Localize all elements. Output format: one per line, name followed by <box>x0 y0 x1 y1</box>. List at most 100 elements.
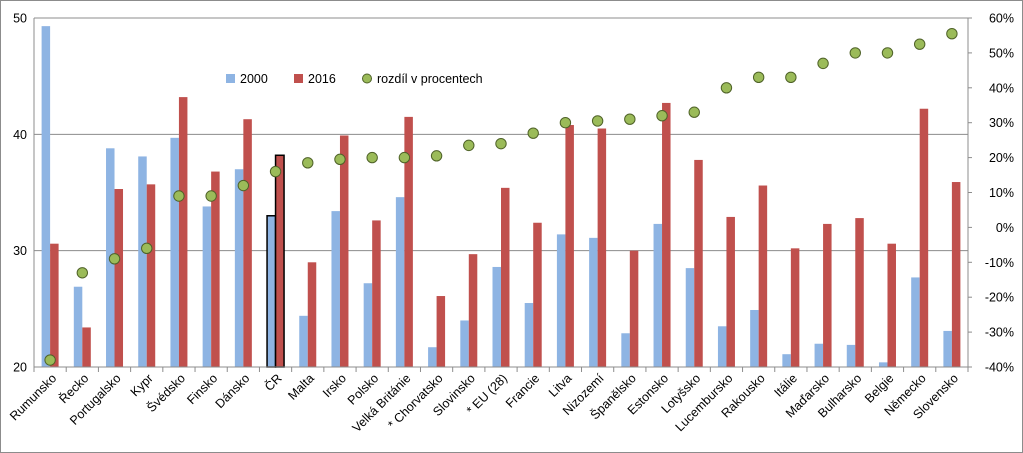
difference-marker <box>141 242 153 255</box>
difference-marker <box>237 179 250 192</box>
bar-2016 <box>468 254 478 367</box>
bar-2016 <box>919 108 929 368</box>
y-right-tick-label: 20% <box>989 151 1014 165</box>
bar-2016 <box>178 97 188 368</box>
bar-2016 <box>339 135 349 367</box>
bar-2016 <box>790 248 800 367</box>
difference-marker <box>752 71 765 84</box>
bar-2016 <box>50 243 59 367</box>
difference-marker <box>430 150 443 162</box>
difference-marker <box>913 38 926 50</box>
bar-2016 <box>597 128 607 367</box>
difference-marker <box>624 113 636 125</box>
bar-2000 <box>234 169 244 367</box>
category-label: Itálie <box>771 371 800 400</box>
bar-2016 <box>565 125 574 367</box>
legend-swatch-2000 <box>226 74 235 83</box>
bar-2016 <box>726 216 735 367</box>
bar-2000 <box>878 362 888 367</box>
y-right-tick-label: 60% <box>989 12 1014 26</box>
difference-marker <box>946 28 958 40</box>
bar-2016 <box>758 185 768 367</box>
legend-marker-difference <box>362 73 372 84</box>
bar-2000 <box>621 333 630 367</box>
difference-marker <box>688 106 700 118</box>
bar-2016 <box>887 243 896 367</box>
category-label: Litva <box>546 371 575 400</box>
difference-marker <box>881 47 894 59</box>
legend-label-2000: 2000 <box>240 72 268 86</box>
bar-2016 <box>82 327 91 367</box>
bar-2000 <box>266 215 277 368</box>
difference-marker <box>205 190 217 202</box>
difference-marker <box>463 139 475 152</box>
y-right-tick-label: 0% <box>996 221 1014 235</box>
bar-2016 <box>307 262 317 367</box>
category-label: ČR <box>261 371 284 394</box>
bar-2000 <box>202 206 212 367</box>
difference-marker <box>527 127 539 139</box>
y-right-tick-label: 10% <box>989 186 1014 200</box>
category-label: Dánsko <box>213 371 253 411</box>
category-label: Irsko <box>320 371 349 400</box>
difference-marker <box>44 354 56 366</box>
y-right-tick-label: -20% <box>985 291 1014 305</box>
bar-2000 <box>589 237 598 367</box>
difference-marker <box>559 117 572 129</box>
bar-2016 <box>146 184 156 367</box>
bar-2016 <box>501 187 510 367</box>
bar-2000 <box>750 309 759 367</box>
difference-marker <box>656 110 668 122</box>
difference-marker <box>366 151 378 164</box>
bar-2016 <box>211 171 220 367</box>
bar-2016 <box>855 218 864 367</box>
bar-2000 <box>653 223 663 367</box>
difference-marker <box>269 165 282 178</box>
y-right-tick-label: 50% <box>989 46 1014 60</box>
y-right-tick-label: 30% <box>989 116 1014 130</box>
y-left-tick-label: 50 <box>13 12 27 26</box>
difference-markers-group <box>44 28 958 366</box>
category-label: Francie <box>503 371 542 410</box>
legend-label-2016: 2016 <box>308 72 336 86</box>
bar-2000 <box>299 315 308 367</box>
y-left-tick-label: 40 <box>13 128 27 142</box>
bar-2016 <box>404 116 413 367</box>
y-right-tick-label: -30% <box>985 326 1014 340</box>
difference-marker <box>76 267 89 279</box>
bar-2016 <box>823 223 832 367</box>
difference-marker <box>173 190 185 202</box>
bar-2000 <box>331 211 340 367</box>
bar-2000 <box>460 320 469 367</box>
difference-marker <box>108 253 121 265</box>
difference-marker <box>720 82 733 94</box>
difference-marker <box>591 115 604 127</box>
y-left-tick-label: 20 <box>13 361 27 375</box>
difference-marker <box>495 137 507 150</box>
bar-2000 <box>428 347 437 367</box>
bar-2016 <box>533 222 542 367</box>
y-right-tick-label: 40% <box>989 81 1014 95</box>
difference-marker <box>302 157 314 169</box>
difference-marker <box>849 47 861 59</box>
bar-2000 <box>41 26 51 367</box>
bar-2016 <box>629 250 639 367</box>
bar-2000 <box>556 234 566 367</box>
bar-2000 <box>170 137 179 367</box>
y-left-tick-label: 30 <box>13 244 27 258</box>
bar-2000 <box>846 344 856 367</box>
bar-2000 <box>685 268 695 367</box>
category-label: Rumunsko <box>7 371 59 423</box>
difference-marker <box>398 151 411 164</box>
bar-2016 <box>372 220 381 367</box>
y-right-tick-label: -40% <box>985 361 1014 375</box>
bar-2016 <box>274 154 285 368</box>
difference-marker <box>817 57 829 70</box>
bar-2000 <box>363 283 373 367</box>
bar-2016 <box>243 119 252 368</box>
bar-2000 <box>138 156 147 367</box>
y-right-tick-label: -10% <box>985 256 1014 270</box>
bar-2016 <box>694 159 703 367</box>
